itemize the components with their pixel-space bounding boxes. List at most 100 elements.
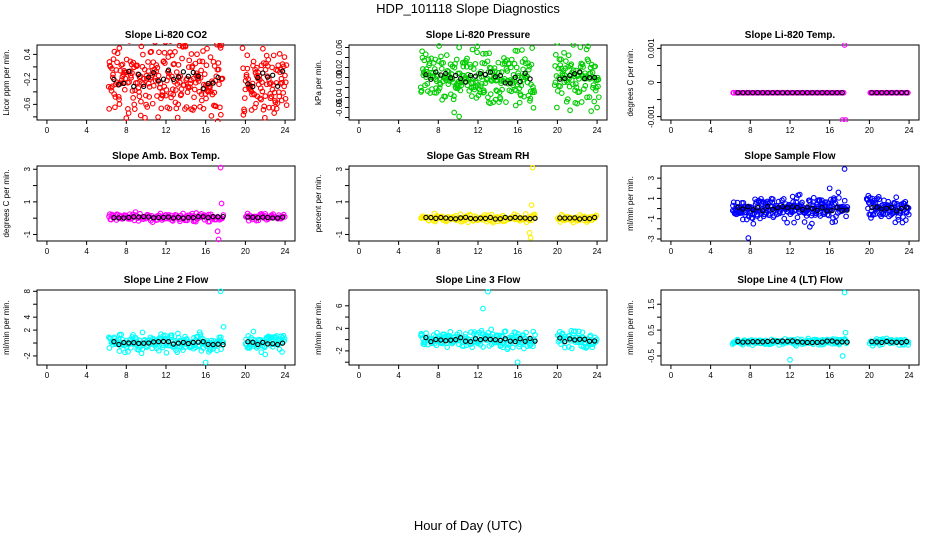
- reference-point: [190, 69, 196, 76]
- reference-point: [502, 336, 508, 342]
- data-point: [488, 326, 495, 333]
- reference-point: [779, 338, 786, 344]
- reference-point: [165, 67, 172, 73]
- outlier-point: [116, 45, 123, 51]
- reference-point: [215, 341, 221, 347]
- data-point: [211, 89, 218, 96]
- data-point: [172, 48, 178, 55]
- reference-point: [804, 339, 811, 346]
- data-point: [782, 89, 788, 96]
- data-points: [729, 289, 912, 363]
- data-point: [491, 65, 498, 72]
- data-point: [162, 332, 168, 339]
- data-point: [118, 331, 125, 338]
- reference-point: [497, 216, 503, 222]
- reference-point: [443, 70, 449, 77]
- data-point: [125, 348, 131, 355]
- reference-point: [809, 339, 815, 346]
- chart-panel-2: Slope Li-820 Pressure kPa per min. 0 4 8 12 16…: [314, 30, 608, 135]
- reference-point: [745, 90, 751, 96]
- data-point: [159, 92, 166, 99]
- reference-point: [126, 340, 132, 346]
- reference-point: [467, 338, 474, 345]
- data-point: [585, 58, 592, 64]
- reference-point: [784, 90, 791, 96]
- data-point: [170, 91, 177, 98]
- data-point: [122, 75, 129, 82]
- reference-point: [423, 214, 429, 221]
- outlier-point: [842, 329, 849, 336]
- chart-title: Slope Li-820 Temp.: [745, 30, 836, 41]
- data-point: [480, 344, 486, 350]
- data-point: [251, 91, 258, 98]
- data-point: [260, 60, 267, 66]
- reference-point: [195, 73, 201, 79]
- data-point: [173, 69, 180, 75]
- data-point: [140, 81, 147, 88]
- data-point: [138, 43, 145, 50]
- reference-point: [507, 338, 513, 344]
- reference-point: [453, 337, 459, 343]
- reference-point: [591, 338, 598, 344]
- y-tick-label: -0.5: [647, 349, 656, 363]
- data-point: [200, 105, 207, 112]
- reference-point: [750, 207, 756, 213]
- data-point: [241, 106, 247, 113]
- reference-point: [180, 215, 187, 221]
- reference-point: [270, 215, 276, 221]
- reference-point: [492, 216, 499, 222]
- plot-frame: [660, 44, 920, 121]
- reference-point: [735, 204, 741, 210]
- data-point: [110, 71, 116, 78]
- x-tick-label: 20: [865, 126, 874, 135]
- reference-point: [482, 215, 489, 222]
- data-point: [260, 45, 266, 52]
- y-tick-label: 2: [23, 327, 32, 332]
- data-point: [271, 110, 278, 117]
- data-point: [239, 45, 246, 52]
- reference-point: [200, 214, 206, 220]
- y-tick-label: -0.2: [23, 72, 32, 86]
- y-tick-label: -2: [23, 352, 32, 360]
- reference-point: [834, 339, 840, 345]
- reference-point: [155, 214, 162, 221]
- data-point: [580, 64, 586, 70]
- data-point: [436, 43, 442, 49]
- reference-point: [165, 214, 172, 220]
- data-point: [203, 62, 210, 69]
- data-point: [899, 341, 906, 348]
- data-point: [262, 114, 268, 121]
- data-point: [162, 60, 168, 66]
- reference-point: [898, 205, 905, 212]
- y-tick-label: 3: [23, 166, 32, 171]
- data-point: [127, 72, 134, 79]
- outlier-point: [528, 202, 535, 208]
- reference-point: [774, 338, 781, 345]
- data-points: [417, 43, 602, 120]
- data-point: [796, 191, 803, 198]
- x-tick-label: 4: [84, 371, 89, 380]
- reference-point: [829, 207, 835, 214]
- data-point: [447, 328, 454, 335]
- reference-point: [562, 75, 568, 82]
- data-point: [902, 198, 909, 205]
- data-point: [155, 347, 162, 354]
- data-point: [142, 114, 148, 121]
- data-point: [504, 68, 511, 74]
- reference-point: [482, 71, 489, 78]
- reference-point: [889, 90, 895, 96]
- outlier-point: [841, 43, 848, 48]
- reference-point: [111, 76, 117, 83]
- data-point: [456, 329, 463, 336]
- x-tick-label: 20: [241, 126, 250, 135]
- data-point: [511, 211, 518, 218]
- reference-point: [477, 337, 484, 343]
- x-tick-label: 24: [905, 371, 914, 380]
- data-point: [253, 100, 259, 107]
- data-point: [516, 99, 523, 106]
- x-tick-label: 4: [84, 126, 89, 135]
- reference-point: [874, 90, 880, 96]
- data-point: [444, 344, 451, 350]
- x-tick-label: 8: [748, 371, 753, 380]
- x-axis-title: Hour of Day (UTC): [413, 518, 523, 533]
